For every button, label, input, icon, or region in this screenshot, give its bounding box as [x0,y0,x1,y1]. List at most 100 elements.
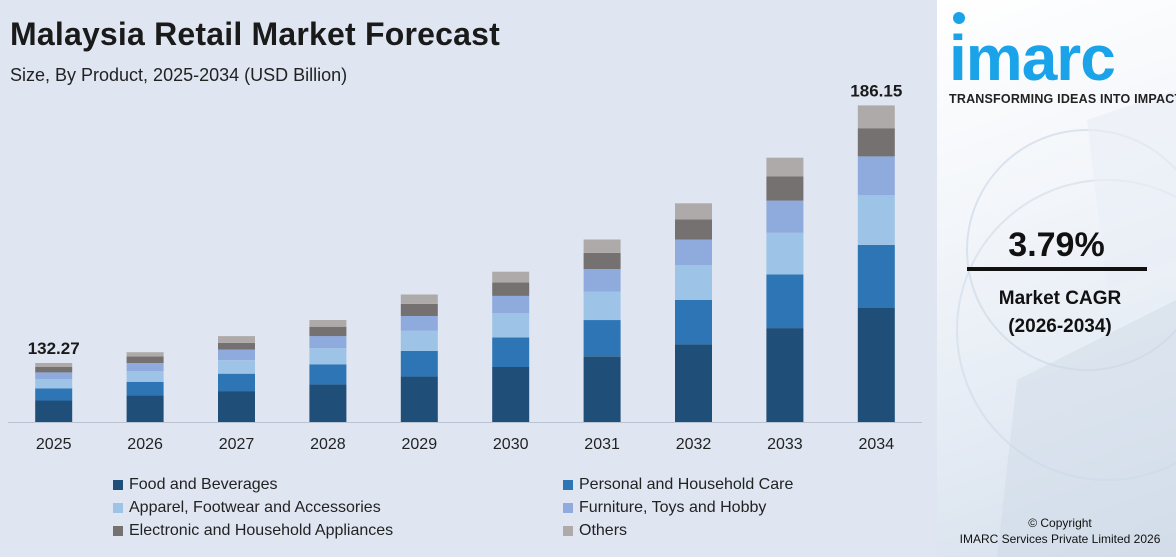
bar-segment-2027-4 [218,342,255,350]
bar-segment-2028-3 [309,336,347,349]
bar-segment-2026-0 [126,395,164,422]
x-tick-label-2031: 2031 [584,436,620,453]
bar-segment-2031-1 [583,320,621,357]
bar-segment-2030-2 [492,313,530,338]
bar-segment-2030-4 [492,282,530,296]
chart-title: Malaysia Retail Market Forecast [10,16,500,52]
legend-swatch [113,526,123,536]
cagr-label: Market CAGR (2026-2034) [937,285,1176,341]
legend-label: Food and Beverages [129,476,278,493]
logo-dot-icon [953,12,965,24]
x-tick-label-2029: 2029 [402,436,438,453]
bar-segment-2027-2 [218,360,255,374]
bar-segment-2031-4 [583,252,621,269]
legend-label: Furniture, Toys and Hobby [579,499,767,516]
bar-segment-2027-5 [218,336,255,343]
bar-segment-2026-3 [126,363,164,371]
cagr-value: 3.79% [1008,226,1105,264]
legend-swatch [563,480,573,490]
x-tick-label-2025: 2025 [36,436,72,453]
legend-label: Others [579,522,628,539]
bar-segment-2034-1 [857,244,895,308]
imarc-logo: imarc [947,12,1173,90]
legend-swatch [113,480,123,490]
legend-item: Furniture, Toys and Hobby [563,499,766,517]
bar-segment-2026-1 [126,381,164,396]
x-tick-label-2027: 2027 [219,436,255,453]
chart-subtitle: Size, By Product, 2025-2034 (USD Billion… [10,65,348,85]
legend-item: Food and Beverages [113,476,278,494]
stacked-bar-chart: 2025 132.27 2026 2027 2028 2029 2030 2031 2032 20… [8,81,922,453]
bar-segment-2025-5 [35,363,73,367]
bar-segment-2025-0 [35,400,73,422]
bar-segment-2031-2 [583,291,621,321]
bar-segment-2029-3 [400,316,438,331]
bar-segment-2030-5 [492,271,530,283]
bar-segment-2031-0 [583,356,621,422]
legend-item: Apparel, Footwear and Accessories [113,499,381,517]
bar-segment-2026-4 [126,356,164,363]
bar-segment-2027-3 [218,349,255,361]
legend-label: Apparel, Footwear and Accessories [129,499,381,516]
cagr-divider [967,267,1147,271]
legend-label: Electronic and Household Appliances [129,522,394,539]
bar-segment-2028-4 [309,326,347,337]
x-tick-label-2032: 2032 [676,436,712,453]
cagr-label-line2: (2026-2034) [1008,316,1112,337]
bar-segment-2033-4 [766,176,804,201]
background-decoration [956,90,1176,557]
bar-segment-2031-5 [583,239,621,253]
bar-segment-2027-1 [218,373,255,392]
bar-segment-2032-5 [675,203,712,220]
bar-segment-2029-5 [400,294,438,304]
bar-segment-2034-4 [857,128,895,157]
bar-segment-2032-4 [675,219,712,240]
legend-item: Personal and Household Care [563,476,793,494]
bar-segment-2034-2 [857,195,895,245]
copyright-line1: © Copyright [1028,516,1092,530]
legend-item: Others [563,522,627,540]
x-tick-label-2028: 2028 [310,436,346,453]
x-tick-label-2026: 2026 [127,436,163,453]
legend-item: Electronic and Household Appliances [113,522,393,540]
cagr-label-line1: Market CAGR [998,288,1122,309]
legend-swatch [563,526,573,536]
legend-swatch [563,503,573,513]
bar-segment-2029-0 [400,376,438,422]
bar-segment-2033-3 [766,200,804,233]
bar-segment-2025-2 [35,379,73,389]
bar-segment-2032-1 [675,299,712,345]
bar-segment-2033-1 [766,274,804,329]
bar-segment-2030-1 [492,337,530,367]
bar-segment-2026-5 [126,352,164,357]
bar-segment-2025-1 [35,388,73,401]
bar-segment-2033-2 [766,232,804,275]
sidebar-panel: imarc TRANSFORMING IDEAS INTO IMPACT 3.7… [937,0,1176,557]
bar-segment-2033-5 [766,157,804,177]
total-label-2034: 186.15 [850,81,902,100]
legend-swatch [113,503,123,513]
bar-segment-2030-0 [492,367,530,422]
bar-segment-2029-4 [400,303,438,316]
bar-segment-2032-2 [675,265,712,300]
bar-segment-2025-3 [35,372,73,380]
bar-segment-2029-1 [400,350,438,377]
legend-label: Personal and Household Care [579,476,794,493]
bar-segment-2034-0 [857,308,895,422]
x-tick-label-2034: 2034 [859,436,895,453]
bar-segment-2028-2 [309,348,347,365]
copyright-line2: IMARC Services Private Limited 2026 [959,532,1161,546]
bar-segment-2025-4 [35,367,73,373]
bar-segment-2032-0 [675,344,712,422]
bar-segment-2029-2 [400,330,438,351]
bar-segment-2028-5 [309,320,347,327]
bar-segment-2034-5 [857,105,895,129]
bar-segment-2027-0 [218,391,255,422]
bar-segment-2028-1 [309,364,347,385]
bar-segment-2028-0 [309,384,347,422]
logo-tagline: TRANSFORMING IDEAS INTO IMPACT [949,92,1176,106]
bar-segment-2032-3 [675,239,712,265]
chart-panel: Malaysia Retail Market Forecast Size, By… [8,16,922,540]
bar-segment-2030-3 [492,295,530,314]
x-tick-label-2033: 2033 [767,436,803,453]
